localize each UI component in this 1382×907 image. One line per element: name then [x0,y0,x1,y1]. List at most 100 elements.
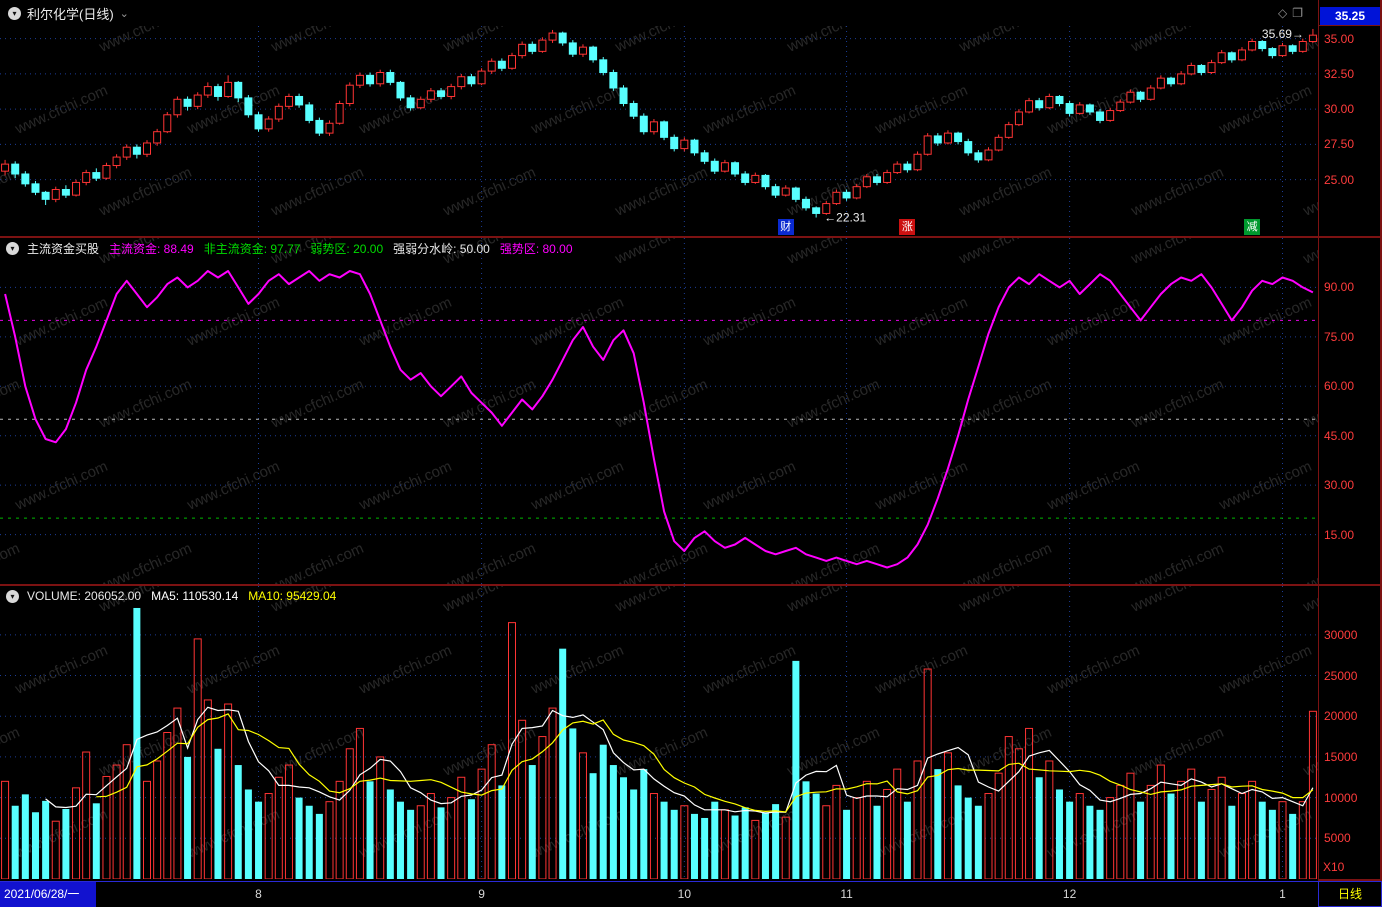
diamond-icon[interactable]: ◇ [1278,6,1288,20]
axis-tick-label: 75.00 [1324,329,1355,344]
svg-text:www.cfchi.com: www.cfchi.com [872,294,970,350]
svg-text:www.cfchi.com: www.cfchi.com [184,294,282,350]
svg-text:www.cfchi.com: www.cfchi.com [1044,642,1142,698]
svg-text:www.cfchi.com: www.cfchi.com [1128,26,1226,56]
current-price-badge: 35.25 [1320,7,1380,25]
axis-tick-label: 60.00 [1324,379,1355,394]
svg-text:www.cfchi.com: www.cfchi.com [612,586,710,616]
svg-text:www.cfchi.com: www.cfchi.com [528,294,626,350]
svg-text:www.cfchi.com: www.cfchi.com [872,82,970,138]
svg-text:www.cfchi.com: www.cfchi.com [1300,586,1318,616]
axis-tick-label: 25000 [1324,668,1358,683]
axis-tick-label: 30.00 [1324,478,1355,493]
svg-text:www.cfchi.com: www.cfchi.com [784,26,882,56]
indicator-header: ▾ 主流资金买股 主流资金: 88.49 非主流资金: 97.77 弱势区: 20.… [6,240,573,257]
event-badge[interactable]: 减 [1244,219,1261,235]
axis-tick-label: 15.00 [1324,527,1355,542]
month-tick-label: 10 [677,887,692,901]
svg-text:www.cfchi.com: www.cfchi.com [440,540,538,584]
month-tick-label: 11 [840,887,853,901]
panel-divider [0,584,1382,586]
indicator-panel: www.cfchi.com www.cfchi.com www.cfchi.com w… [0,238,1318,584]
svg-text:www.cfchi.com: www.cfchi.com [184,806,282,862]
volume-bar-chart[interactable]: www.cfchi.com www.cfchi.com www.cfchi.com w… [0,586,1318,879]
volume-selector-icon[interactable]: ▾ [6,589,19,603]
svg-text:www.cfchi.com: www.cfchi.com [612,238,710,268]
svg-text:www.cfchi.com: www.cfchi.com [440,164,538,220]
svg-text:www.cfchi.com: www.cfchi.com [96,540,194,584]
axis-tick-label: 20000 [1324,709,1358,724]
svg-text:www.cfchi.com: www.cfchi.com [956,164,1054,220]
svg-text:www.cfchi.com: www.cfchi.com [184,82,282,138]
volume-legend: VOLUME: 206052.00 MA5: 110530.14 MA10: 954… [27,589,336,603]
svg-text:www.cfchi.com: www.cfchi.com [96,376,194,432]
svg-text:www.cfchi.com: www.cfchi.com [700,458,798,514]
svg-text:www.cfchi.com: www.cfchi.com [96,26,194,56]
svg-text:www.cfchi.com: www.cfchi.com [0,724,22,780]
axis-tick-label: 25.00 [1324,172,1355,187]
svg-text:www.cfchi.com: www.cfchi.com [700,294,798,350]
svg-text:www.cfchi.com: www.cfchi.com [784,238,882,268]
svg-text:www.cfchi.com: www.cfchi.com [268,376,366,432]
volume-panel: www.cfchi.com www.cfchi.com www.cfchi.com w… [0,586,1318,879]
overlap-windows-icon[interactable]: ❐ [1292,6,1303,20]
svg-text:www.cfchi.com: www.cfchi.com [356,458,454,514]
axis-tick-label: 15000 [1324,749,1358,764]
svg-text:www.cfchi.com: www.cfchi.com [268,724,366,780]
svg-text:www.cfchi.com: www.cfchi.com [1216,458,1314,514]
chevron-down-icon[interactable]: ⌄ [119,7,129,20]
event-badge[interactable]: 财 [777,219,794,235]
svg-text:www.cfchi.com: www.cfchi.com [268,26,366,56]
svg-text:www.cfchi.com: www.cfchi.com [12,294,110,350]
month-tick-label: 12 [1062,887,1077,901]
axis-tick-label: 30.00 [1324,102,1355,117]
svg-text:www.cfchi.com: www.cfchi.com [356,642,454,698]
price-axis: 35.00 32.50 30.00 27.50 25.00 [1318,26,1382,236]
volume-axis: 30000 25000 20000 15000 10000 5000 [1318,586,1382,879]
indicator-legend-item: 主流资金: 88.49 [109,242,194,256]
panel-divider [0,236,1382,238]
svg-text:www.cfchi.com: www.cfchi.com [12,642,110,698]
volume-legend-item: MA5: 110530.14 [151,589,239,603]
svg-text:www.cfchi.com: www.cfchi.com [700,642,798,698]
svg-text:www.cfchi.com: www.cfchi.com [1128,724,1226,780]
period-selector[interactable]: 日线 [1318,881,1382,907]
month-tick-label: 8 [255,887,262,901]
axis-tick-label: 30000 [1324,627,1358,642]
event-badge[interactable]: 涨 [899,219,916,235]
window-frame-line [1380,0,1382,881]
month-tick-label: 1 [1279,887,1286,901]
svg-text:www.cfchi.com: www.cfchi.com [956,540,1054,584]
svg-text:www.cfchi.com: www.cfchi.com [1300,376,1318,432]
svg-text:www.cfchi.com: www.cfchi.com [12,82,110,138]
svg-text:www.cfchi.com: www.cfchi.com [268,164,366,220]
bottom-status-bar: 2021/06/28/一 8 9 10 11 12 1 日线 [0,881,1382,907]
svg-text:www.cfchi.com: www.cfchi.com [1128,238,1226,268]
svg-text:www.cfchi.com: www.cfchi.com [784,376,882,432]
volume-header: ▾ VOLUME: 206052.00 MA5: 110530.14 MA10: 9… [6,589,336,603]
indicator-legend-item: 强弱分水岭: 50.00 [393,242,490,256]
svg-text:www.cfchi.com: www.cfchi.com [872,642,970,698]
indicator-line-chart[interactable]: www.cfchi.com www.cfchi.com www.cfchi.com w… [0,238,1318,584]
indicator-selector-icon[interactable]: ▾ [6,242,19,255]
svg-text:www.cfchi.com: www.cfchi.com [956,26,1054,56]
svg-text:www.cfchi.com: www.cfchi.com [612,376,710,432]
axis-frame-line [1318,25,1382,26]
main-chart-panel: www.cfchi.com www.cfchi.com www.cfchi.com w… [0,26,1318,236]
svg-text:www.cfchi.com: www.cfchi.com [356,294,454,350]
svg-text:www.cfchi.com: www.cfchi.com [1128,376,1226,432]
svg-text:www.cfchi.com: www.cfchi.com [700,82,798,138]
candlestick-chart[interactable]: www.cfchi.com www.cfchi.com www.cfchi.com w… [0,26,1318,236]
svg-text:www.cfchi.com: www.cfchi.com [1216,82,1314,138]
svg-text:←22.31: ←22.31 [824,211,866,225]
stock-selector-icon[interactable]: ▾ [8,6,21,20]
svg-text:www.cfchi.com: www.cfchi.com [12,458,110,514]
svg-text:www.cfchi.com: www.cfchi.com [268,540,366,584]
svg-text:www.cfchi.com: www.cfchi.com [528,82,626,138]
svg-text:www.cfchi.com: www.cfchi.com [96,724,194,780]
svg-text:www.cfchi.com: www.cfchi.com [356,82,454,138]
svg-text:www.cfchi.com: www.cfchi.com [528,642,626,698]
svg-text:www.cfchi.com: www.cfchi.com [528,458,626,514]
indicator-axis: 90.00 75.00 60.00 45.00 30.00 15.00 [1318,238,1382,584]
first-date-label: 2021/06/28/一 [0,882,96,907]
